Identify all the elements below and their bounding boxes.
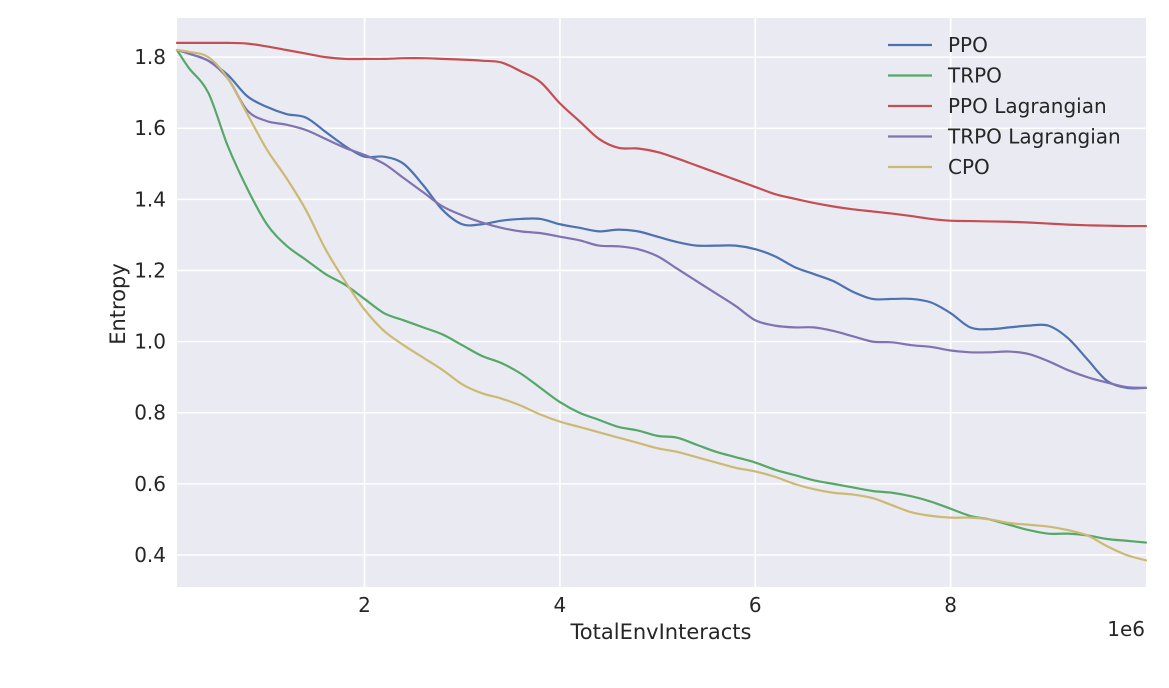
legend-label-trpo: TRPO [947,64,1002,88]
series-line-ppo-lagrangian [175,41,1148,228]
y-tick-labels: 0.4 0.6 0.8 1.0 1.2 1.4 1.6 1.8 [134,45,166,567]
legend-label-trpo-lagrangian: TRPO Lagrangian [947,125,1121,149]
legend: PPO TRPO PPO Lagrangian TRPO Lagrangian CPO [888,33,1121,179]
plot-area-background [177,18,1146,587]
y-tick-label: 1.8 [134,45,166,69]
x-tick-label: 2 [358,593,371,617]
legend-label-cpo: CPO [948,155,990,179]
y-axis-label: Entropy [106,263,130,345]
legend-label-ppo: PPO [948,33,988,57]
series-lines [175,41,1148,562]
y-tick-label: 1.2 [134,258,166,282]
x-axis-offset-label: 1e6 [1107,617,1145,641]
legend-label-ppo-lagrangian: PPO Lagrangian [948,94,1107,118]
y-tick-label: 1.4 [134,187,166,211]
x-tick-label: 8 [944,593,957,617]
x-tick-label: 4 [554,593,567,617]
x-tick-labels: 2 4 6 8 [358,593,957,617]
series-line-cpo [175,48,1148,562]
y-tick-label: 0.8 [134,401,166,425]
x-tick-label: 6 [749,593,762,617]
y-tick-label: 0.4 [134,543,166,567]
series-line-ppo [175,48,1148,390]
x-axis-label: TotalEnvInteracts [570,620,752,644]
y-tick-label: 1.0 [134,330,166,354]
series-line-trpo-lagrangian [175,48,1148,389]
y-tick-label: 1.6 [134,116,166,140]
y-tick-label: 0.6 [134,472,166,496]
